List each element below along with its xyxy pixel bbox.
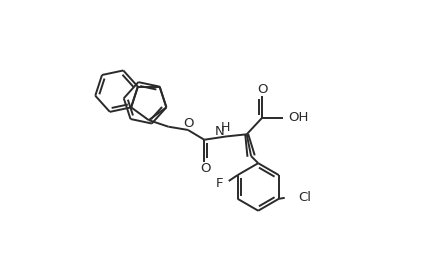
Text: O: O <box>184 117 194 129</box>
Text: O: O <box>200 162 210 175</box>
Text: O: O <box>258 83 268 96</box>
Text: OH: OH <box>288 111 309 124</box>
Text: F: F <box>216 177 224 191</box>
Text: H: H <box>220 121 230 134</box>
Text: N: N <box>215 125 225 138</box>
Text: Cl: Cl <box>299 191 312 204</box>
